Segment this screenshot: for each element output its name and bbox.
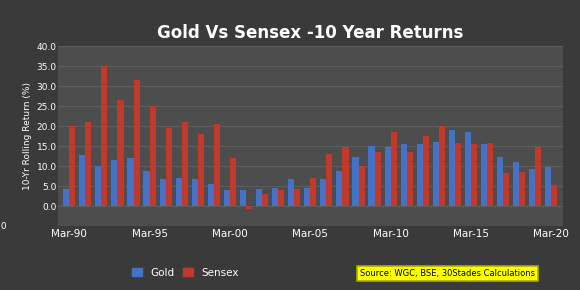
Bar xyxy=(481,144,487,206)
Bar xyxy=(455,143,461,206)
Bar xyxy=(85,122,92,206)
Bar xyxy=(111,160,118,206)
Bar xyxy=(487,143,493,206)
Bar xyxy=(128,158,133,206)
Bar xyxy=(545,167,552,206)
Bar xyxy=(79,155,85,206)
Bar xyxy=(208,184,214,206)
Bar xyxy=(353,157,358,206)
Bar xyxy=(401,144,407,206)
Bar xyxy=(342,147,349,206)
Bar xyxy=(69,126,75,206)
Bar xyxy=(519,172,525,206)
Bar xyxy=(336,171,342,206)
Bar xyxy=(375,152,380,206)
Bar xyxy=(552,185,557,206)
Bar xyxy=(416,144,423,206)
Bar xyxy=(465,132,471,206)
Bar xyxy=(272,188,278,206)
Bar xyxy=(198,134,204,206)
Bar xyxy=(102,66,107,206)
Bar xyxy=(262,194,268,206)
Bar xyxy=(327,154,332,206)
Bar xyxy=(391,132,397,206)
Text: -5.0: -5.0 xyxy=(0,222,8,231)
Bar xyxy=(133,80,140,206)
Bar xyxy=(320,179,327,206)
Bar xyxy=(160,179,166,206)
Bar xyxy=(288,179,294,206)
Bar xyxy=(449,130,455,206)
Bar xyxy=(278,190,284,206)
Y-axis label: 10-Yr Rolling Return (%): 10-Yr Rolling Return (%) xyxy=(23,82,32,190)
Bar xyxy=(513,162,519,206)
Bar xyxy=(423,136,429,206)
Bar xyxy=(310,178,317,206)
Bar xyxy=(407,152,413,206)
Bar xyxy=(240,190,246,206)
Bar xyxy=(143,171,150,206)
Bar xyxy=(150,106,155,206)
Bar xyxy=(166,128,172,206)
Legend: Gold, Sensex: Gold, Sensex xyxy=(128,264,244,282)
Bar xyxy=(63,189,69,206)
Bar xyxy=(182,122,188,206)
Title: Gold Vs Sensex -10 Year Returns: Gold Vs Sensex -10 Year Returns xyxy=(157,24,463,42)
Bar xyxy=(192,179,198,206)
Bar xyxy=(214,124,220,206)
Bar xyxy=(304,188,310,206)
Bar xyxy=(95,166,102,206)
Bar xyxy=(256,189,262,206)
Bar xyxy=(358,166,365,206)
Bar xyxy=(439,126,445,206)
Bar xyxy=(471,144,477,206)
Bar xyxy=(433,142,439,206)
Text: Source: WGC, BSE, 30Stades Calculations: Source: WGC, BSE, 30Stades Calculations xyxy=(360,269,535,278)
Bar xyxy=(176,178,182,206)
Bar xyxy=(497,157,503,206)
Bar xyxy=(535,147,541,206)
Bar xyxy=(529,169,535,206)
Bar xyxy=(294,189,300,206)
Bar xyxy=(118,100,124,206)
Bar xyxy=(230,158,236,206)
Bar xyxy=(246,206,252,209)
Bar xyxy=(385,147,391,206)
Bar xyxy=(224,190,230,206)
Bar xyxy=(368,146,375,206)
Bar xyxy=(503,173,509,206)
